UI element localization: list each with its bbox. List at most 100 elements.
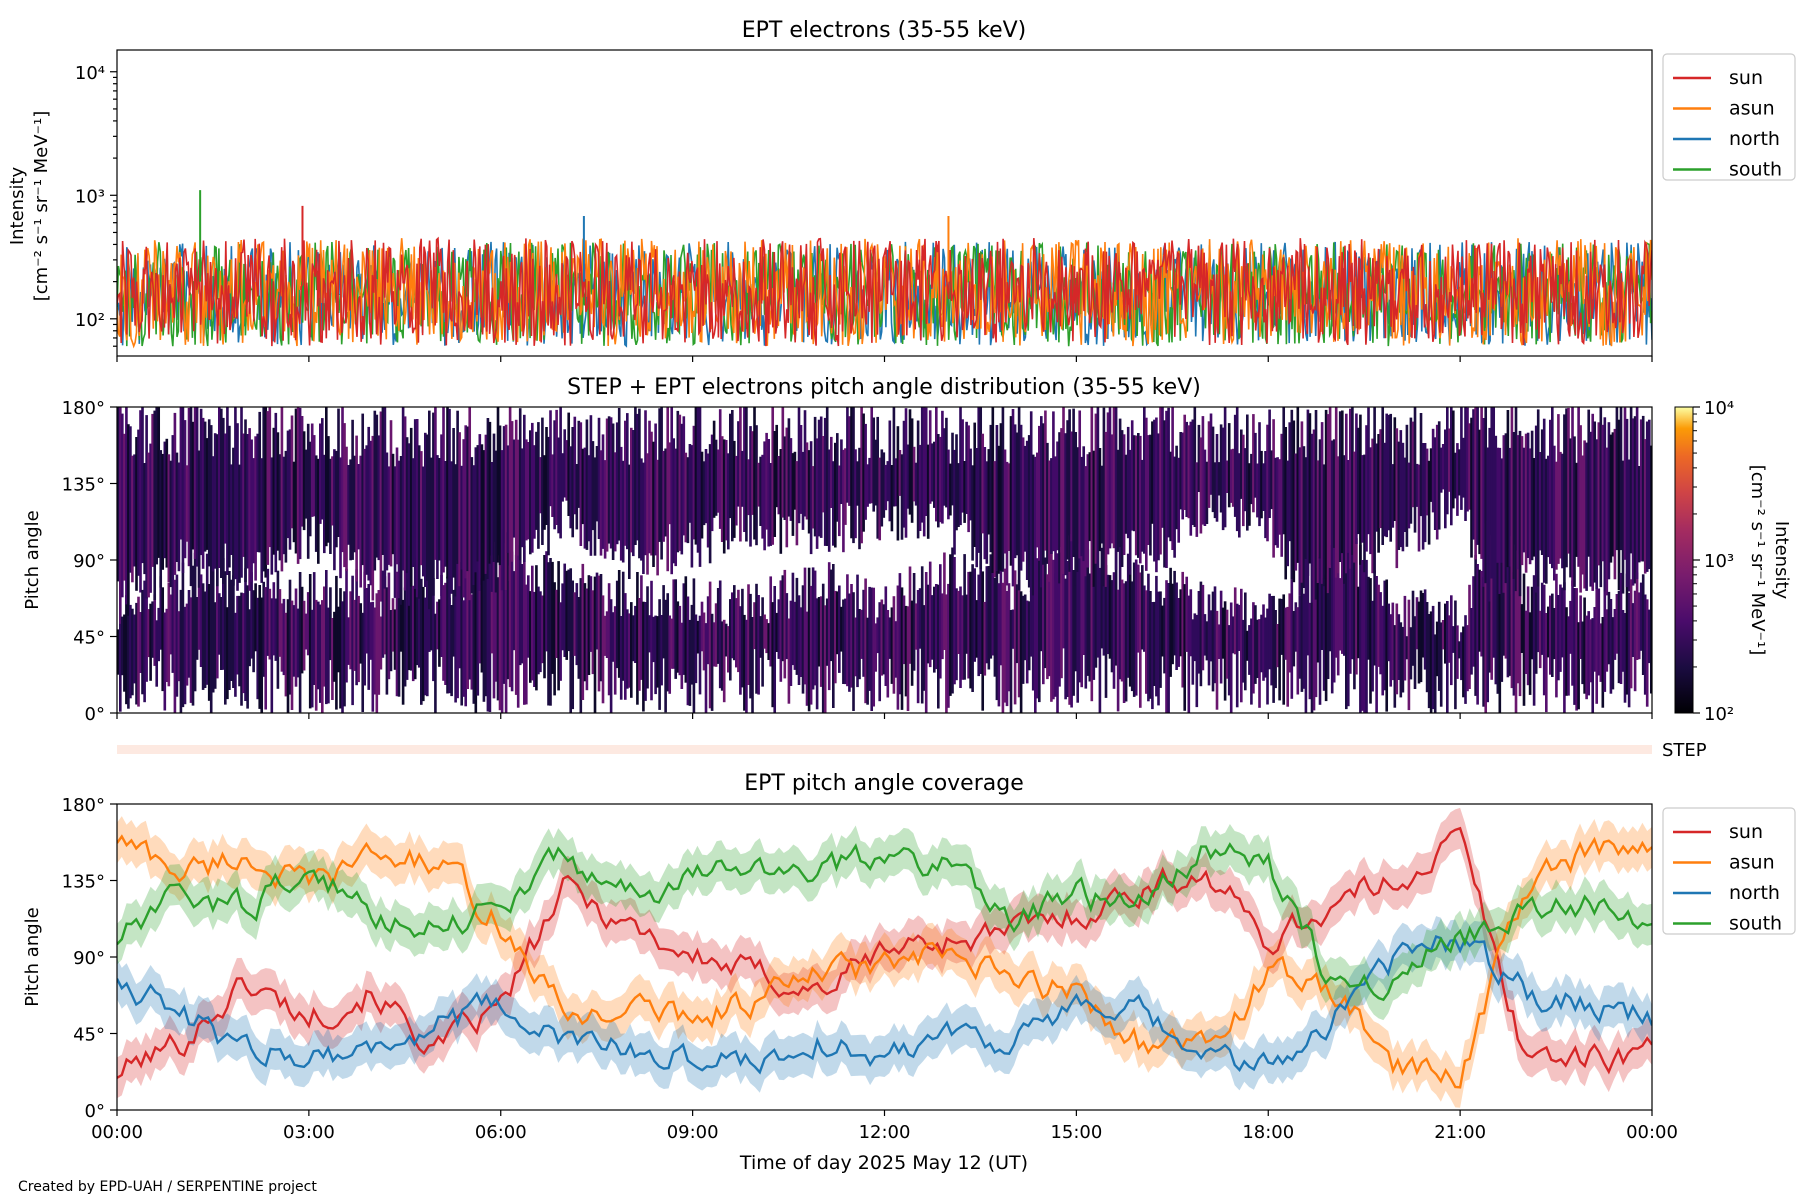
pad-cell-low [1114,543,1118,666]
pad-cell-low [1102,541,1106,656]
pad-cell-high [1456,443,1459,516]
pad-cell-low [759,616,762,658]
pad-cell-high [1310,433,1314,603]
pad-cell-low [1530,586,1534,660]
pad-cell-high [520,448,524,548]
pad-cell-low [745,619,748,713]
pad-cell-high [995,425,999,571]
pad-cell-low [789,600,793,686]
pad-cell-low [1607,591,1611,665]
pad-cell-high [1391,464,1395,528]
pad-cell-high [331,456,334,526]
pad-cell-high [1029,411,1033,592]
pad-cell-high [274,412,278,573]
pad-cell-high [989,424,993,553]
pad-cell-high [945,417,948,508]
pad-cell-low [127,613,130,709]
pad-cell-high [775,424,779,508]
pad-cell-high [733,440,736,538]
pad-cell-high [1221,427,1225,531]
pad-cell-low [739,606,742,695]
pad-cell-low [573,592,577,656]
legend-label-north: north [1729,128,1780,150]
pad-cell-low [1635,572,1639,660]
pad-cell-high [337,408,340,537]
pad-cell-high [597,417,601,539]
pad-cell-high [838,465,841,537]
pad-cell-high [242,433,245,557]
pad-cell-low [1169,567,1172,677]
pad-cell-low [1286,606,1290,707]
pad-cell-low [846,574,849,687]
pad-cell-high [912,446,916,502]
pad-cell-high [1627,459,1631,592]
pad-cell-low [539,591,542,673]
pad-cell-low [815,598,819,710]
pad-cell-high [1613,428,1617,580]
pad-cell-low [682,583,686,675]
pad-cell-low [1052,559,1055,700]
pad-cell-low [520,564,524,664]
pitch-ytick-label: 180° [62,795,105,816]
pad-cell-low [1252,602,1255,694]
pad-cell-high [957,463,960,527]
pad-cell-high [1484,407,1488,584]
pad-cell-high [1137,433,1140,558]
pad-cell-high [357,464,360,550]
pad-cell-low [1217,624,1221,659]
pad-cell-low [323,586,326,687]
panel3-title: EPT pitch angle coverage [744,771,1024,796]
pad-cell-low [381,570,385,658]
pad-cell-low [850,584,853,688]
pad-cell-high [1256,463,1259,518]
pad-cell-low [1165,580,1168,713]
pad-cell-high [1540,429,1544,555]
x-tick-label: 03:00 [283,1122,335,1143]
pad-cell-high [1526,432,1530,558]
pad-cell-low [969,571,972,689]
pad-cell-high [1629,407,1633,554]
pad-cell-low [369,602,373,660]
pad-cell-high [1169,451,1172,542]
pad-cell-high [781,407,785,518]
pad-cell-high [373,410,377,571]
pad-cell-high [1520,436,1524,566]
pad-cell-low [280,603,284,672]
pad-cell-low [1429,611,1433,713]
coverage-plot [117,807,1652,1108]
x-tick-label: 18:00 [1242,1122,1294,1143]
pad-cell-low [1330,545,1334,694]
pad-cell-high [1153,419,1156,562]
pad-cell-low [450,605,453,697]
pad-cell-low [834,590,837,684]
pad-cell-low [1357,586,1360,659]
pad-cell-low [737,589,740,673]
pad-cell-high [648,420,651,554]
pad-cell-low [1155,575,1158,697]
pad-cell-low [872,587,876,707]
intensity-line-sun [117,236,1652,347]
pad-cell-high [492,433,496,562]
pad-cell-high [1009,416,1013,566]
coverage-xlabel: Time of day 2025 May 12 (UT) [739,1152,1028,1174]
pad-cell-low [793,601,797,670]
pad-cell-high [1532,458,1536,557]
coverage-band-asun [117,816,1652,1108]
pad-cell-high [1587,409,1591,557]
pad-cell-high [1252,414,1255,513]
pad-cell-high [420,451,423,566]
pad-cell-low [1076,546,1080,703]
legend-label-sun: sun [1729,67,1763,89]
colorbar-label-line1: Intensity [1771,521,1792,600]
pad-cell-low [991,557,995,656]
pad-cell-low [422,586,425,702]
pad-cell-high [1195,462,1199,537]
pad-cell-high [975,448,979,568]
pad-cell-high [195,407,199,567]
pad-cell-high [1050,458,1053,554]
pad-cell-high [660,407,663,560]
pad-cell-high [1431,428,1435,513]
pad-cell-high [490,462,494,592]
pad-cell-high [971,465,974,561]
pad-cell-high [963,461,966,523]
